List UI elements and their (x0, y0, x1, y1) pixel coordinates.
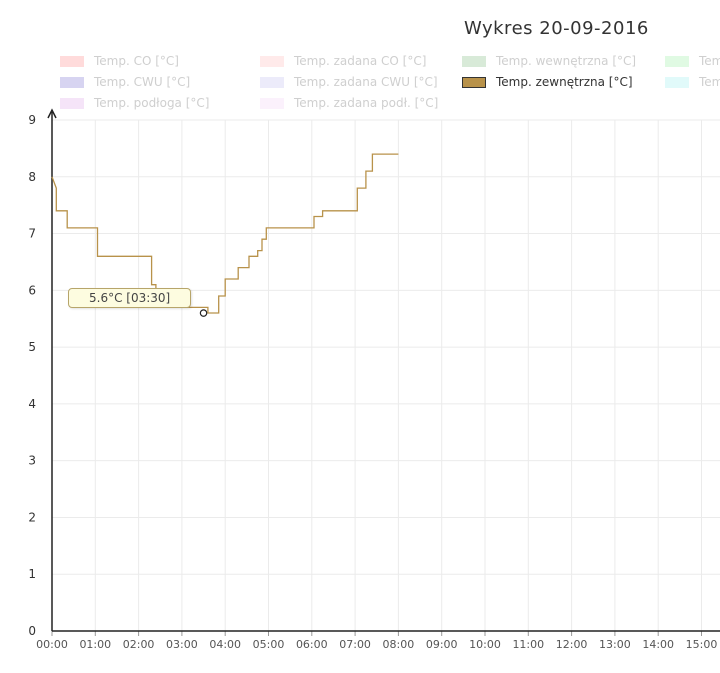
legend-item-temp-zewnetrzna[interactable]: Temp. zewnętrzna [°C] (462, 73, 633, 91)
legend-swatch (665, 55, 689, 67)
legend-item-temp-cwu[interactable]: Temp. CWU [°C] (60, 73, 190, 91)
chart-title: Wykres 20-09-2016 (464, 18, 649, 39)
legend-label: Temp. wewnętrzna [°C] (496, 54, 637, 68)
legend-swatch (462, 55, 486, 67)
y-tick-label: 4 (28, 397, 36, 411)
x-tick-label: 09:00 (426, 638, 458, 651)
legend-item-temp-green[interactable]: Temp (665, 52, 720, 70)
chart-axes (47, 108, 720, 636)
x-tick-label: 02:00 (123, 638, 155, 651)
legend-item-temp-co[interactable]: Temp. CO [°C] (60, 52, 179, 70)
x-tick-label: 14:00 (642, 638, 674, 651)
x-tick-label: 13:00 (599, 638, 631, 651)
x-tick-label: 01:00 (79, 638, 111, 651)
legend-label: Temp. CO [°C] (94, 54, 179, 68)
y-tick-labels: 0 1 2 3 4 5 6 7 8 9 (28, 113, 36, 638)
chart-series (51, 153, 399, 314)
x-tick-label: 15:00 (686, 638, 718, 651)
chart-tooltip: 5.6°C [03:30] (68, 288, 192, 308)
y-tick-label: 8 (28, 170, 36, 184)
y-tick-label: 5 (28, 340, 36, 354)
x-tick-label: 04:00 (209, 638, 241, 651)
x-tick-label: 00:00 (36, 638, 68, 651)
x-tick-label: 12:00 (556, 638, 588, 651)
x-tick-label: 05:00 (253, 638, 285, 651)
legend-item-temp-zadana-podl[interactable]: Temp. zadana podł. [°C] (260, 94, 438, 112)
legend-swatch (60, 55, 84, 67)
x-tick-label: 07:00 (339, 638, 371, 651)
chart-highlight (199, 309, 208, 317)
legend-swatch (665, 76, 689, 88)
legend-label: Temp (699, 54, 720, 68)
legend-swatch (260, 76, 284, 88)
legend-item-temp-cyan[interactable]: Temp (665, 73, 720, 91)
x-tick-labels: 00:00 01:00 02:00 03:00 04:00 05:00 06:00 07:00… (36, 638, 717, 651)
x-tick-label: 11:00 (512, 638, 544, 651)
legend-item-temp-podloga[interactable]: Temp. podłoga [°C] (60, 94, 209, 112)
legend-swatch (260, 55, 284, 67)
x-tick-label: 06:00 (296, 638, 328, 651)
y-tick-label: 7 (28, 227, 36, 241)
legend-label: Temp. CWU [°C] (94, 75, 191, 89)
y-tick-label: 1 (28, 567, 36, 581)
y-tick-label: 2 (28, 510, 36, 524)
y-tick-label: 0 (28, 624, 36, 638)
legend-swatch (60, 97, 84, 109)
legend-label: Temp (699, 75, 720, 89)
legend-swatch (462, 76, 486, 88)
y-tick-label: 9 (28, 113, 36, 127)
chart-grid (52, 119, 720, 631)
x-tick-label: 03:00 (166, 638, 198, 651)
legend-label: Temp. zewnętrzna [°C] (496, 75, 633, 89)
legend-item-temp-zadana-cwu[interactable]: Temp. zadana CWU [°C] (260, 73, 438, 91)
legend-swatch (60, 76, 84, 88)
y-tick-label: 6 (28, 283, 36, 297)
legend-item-temp-wewnetrzna[interactable]: Temp. wewnętrzna [°C] (462, 52, 636, 70)
y-tick-label: 3 (28, 454, 36, 468)
legend-label: Temp. podłoga [°C] (94, 96, 210, 110)
x-tick-label: 10:00 (469, 638, 501, 651)
highlight-point-marker (199, 309, 208, 317)
y-axis-arrow-icon (47, 108, 57, 119)
chart-legend: Temp. CO [°C] Temp. zadana CO [°C] Temp.… (60, 52, 720, 116)
legend-item-temp-zadana-co[interactable]: Temp. zadana CO [°C] (260, 52, 426, 70)
legend-label: Temp. zadana CWU [°C] (294, 75, 438, 89)
x-tick-label: 08:00 (383, 638, 415, 651)
series-line-temp-zewnetrzna (51, 153, 399, 314)
legend-label: Temp. zadana CO [°C] (294, 54, 427, 68)
legend-label: Temp. zadana podł. [°C] (294, 96, 439, 110)
legend-swatch (260, 97, 284, 109)
